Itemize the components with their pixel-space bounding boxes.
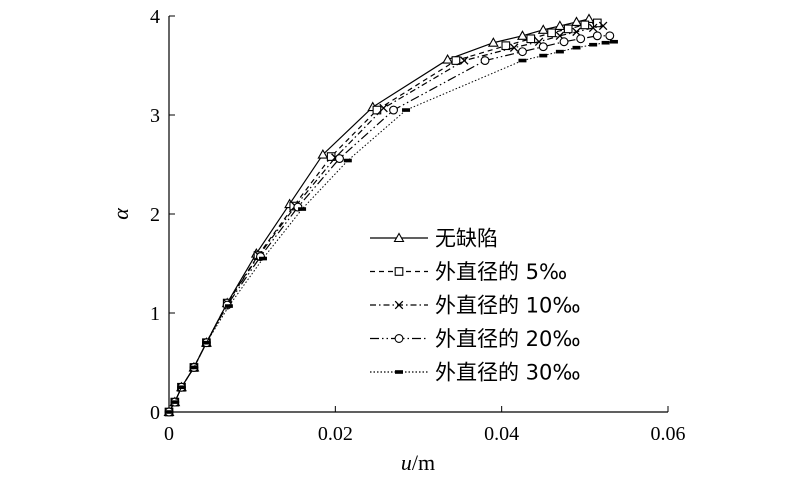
data-point: [555, 49, 564, 54]
data-point: [518, 47, 527, 57]
data-point: [442, 53, 454, 64]
series-line: [168, 22, 598, 413]
data-point: [537, 24, 549, 34]
data-point: [576, 34, 586, 44]
data-point: [177, 385, 186, 390]
y-tick-label: 4: [150, 6, 160, 28]
data-point: [343, 158, 352, 163]
data-point: [547, 28, 556, 38]
data-point: [501, 41, 511, 51]
data-point: [459, 56, 469, 65]
legend-item: 外直径的 30‰: [370, 361, 581, 385]
data-point: [559, 37, 569, 47]
data-point: [588, 23, 598, 33]
data-point: [580, 20, 590, 30]
data-point: [609, 39, 618, 44]
data-point: [571, 16, 582, 26]
data-point: [317, 148, 329, 159]
x-tick-label: 0: [164, 423, 174, 445]
series-5: [165, 39, 618, 414]
legend-marker: [394, 267, 404, 276]
data-point: [601, 40, 610, 45]
x-tick-label: 0.06: [651, 423, 686, 445]
y-axis-title: α: [108, 208, 133, 220]
data-point: [451, 56, 461, 65]
legend-marker: [394, 334, 404, 343]
series-2: [164, 18, 602, 417]
data-point: [605, 31, 615, 41]
data-point: [202, 340, 211, 345]
data-point: [526, 34, 536, 44]
legend-item: 外直径的 5‰: [370, 260, 567, 284]
data-point: [598, 21, 608, 31]
x-axis-title: u/m: [401, 450, 435, 475]
series-line: [168, 41, 614, 413]
legend-label: 外直径的 10‰: [435, 294, 581, 318]
legend-label: 外直径的 30‰: [435, 361, 581, 385]
data-point: [509, 43, 519, 52]
series-layer: [163, 13, 618, 417]
series-1: [163, 13, 595, 417]
series-line: [168, 18, 590, 413]
data-point: [389, 105, 398, 115]
y-tick-label: 2: [150, 204, 160, 226]
legend-marker: [393, 232, 405, 243]
axes: 0 1 2 3 4 0 0.02 0.04 0.06: [150, 6, 686, 445]
y-tick-label: 1: [150, 303, 160, 325]
x-axis-variable: u: [401, 450, 412, 475]
legend-label: 外直径的 5‰: [435, 260, 567, 284]
data-point: [592, 31, 602, 41]
legend-item: 外直径的 10‰: [370, 294, 581, 318]
x-axis-unit: /m: [412, 450, 435, 475]
legend-marker: [395, 370, 403, 374]
data-point: [572, 45, 581, 50]
x-tick-label: 0.02: [318, 423, 353, 445]
y-tick-label: 0: [150, 402, 160, 424]
data-point: [402, 108, 411, 112]
data-point: [258, 256, 267, 261]
data-point: [539, 53, 548, 58]
data-point: [572, 27, 581, 37]
data-point: [592, 18, 602, 28]
data-point: [224, 304, 233, 308]
series-line: [168, 35, 610, 413]
x-tick-label: 0.04: [484, 423, 519, 445]
data-point: [480, 56, 490, 65]
y-tick-label: 3: [150, 105, 160, 127]
data-point: [379, 103, 388, 113]
data-point: [189, 365, 198, 370]
legend-label: 外直径的 20‰: [435, 327, 581, 351]
data-point: [517, 30, 528, 40]
series-3: [164, 21, 608, 417]
series-4: [164, 31, 615, 417]
data-point: [335, 154, 344, 164]
data-point: [298, 207, 307, 211]
series-line: [168, 25, 604, 413]
data-point: [538, 42, 548, 52]
data-point: [487, 37, 499, 47]
data-point: [563, 24, 573, 34]
data-point: [165, 410, 173, 414]
data-point: [518, 58, 527, 63]
legend-label: 无缺陷: [435, 227, 498, 251]
data-point: [589, 42, 598, 47]
legend-item: 无缺陷: [370, 227, 498, 251]
legend-item: 外直径的 20‰: [370, 327, 581, 351]
legend-marker: [394, 300, 404, 310]
data-point: [554, 20, 566, 30]
data-point: [170, 400, 179, 404]
